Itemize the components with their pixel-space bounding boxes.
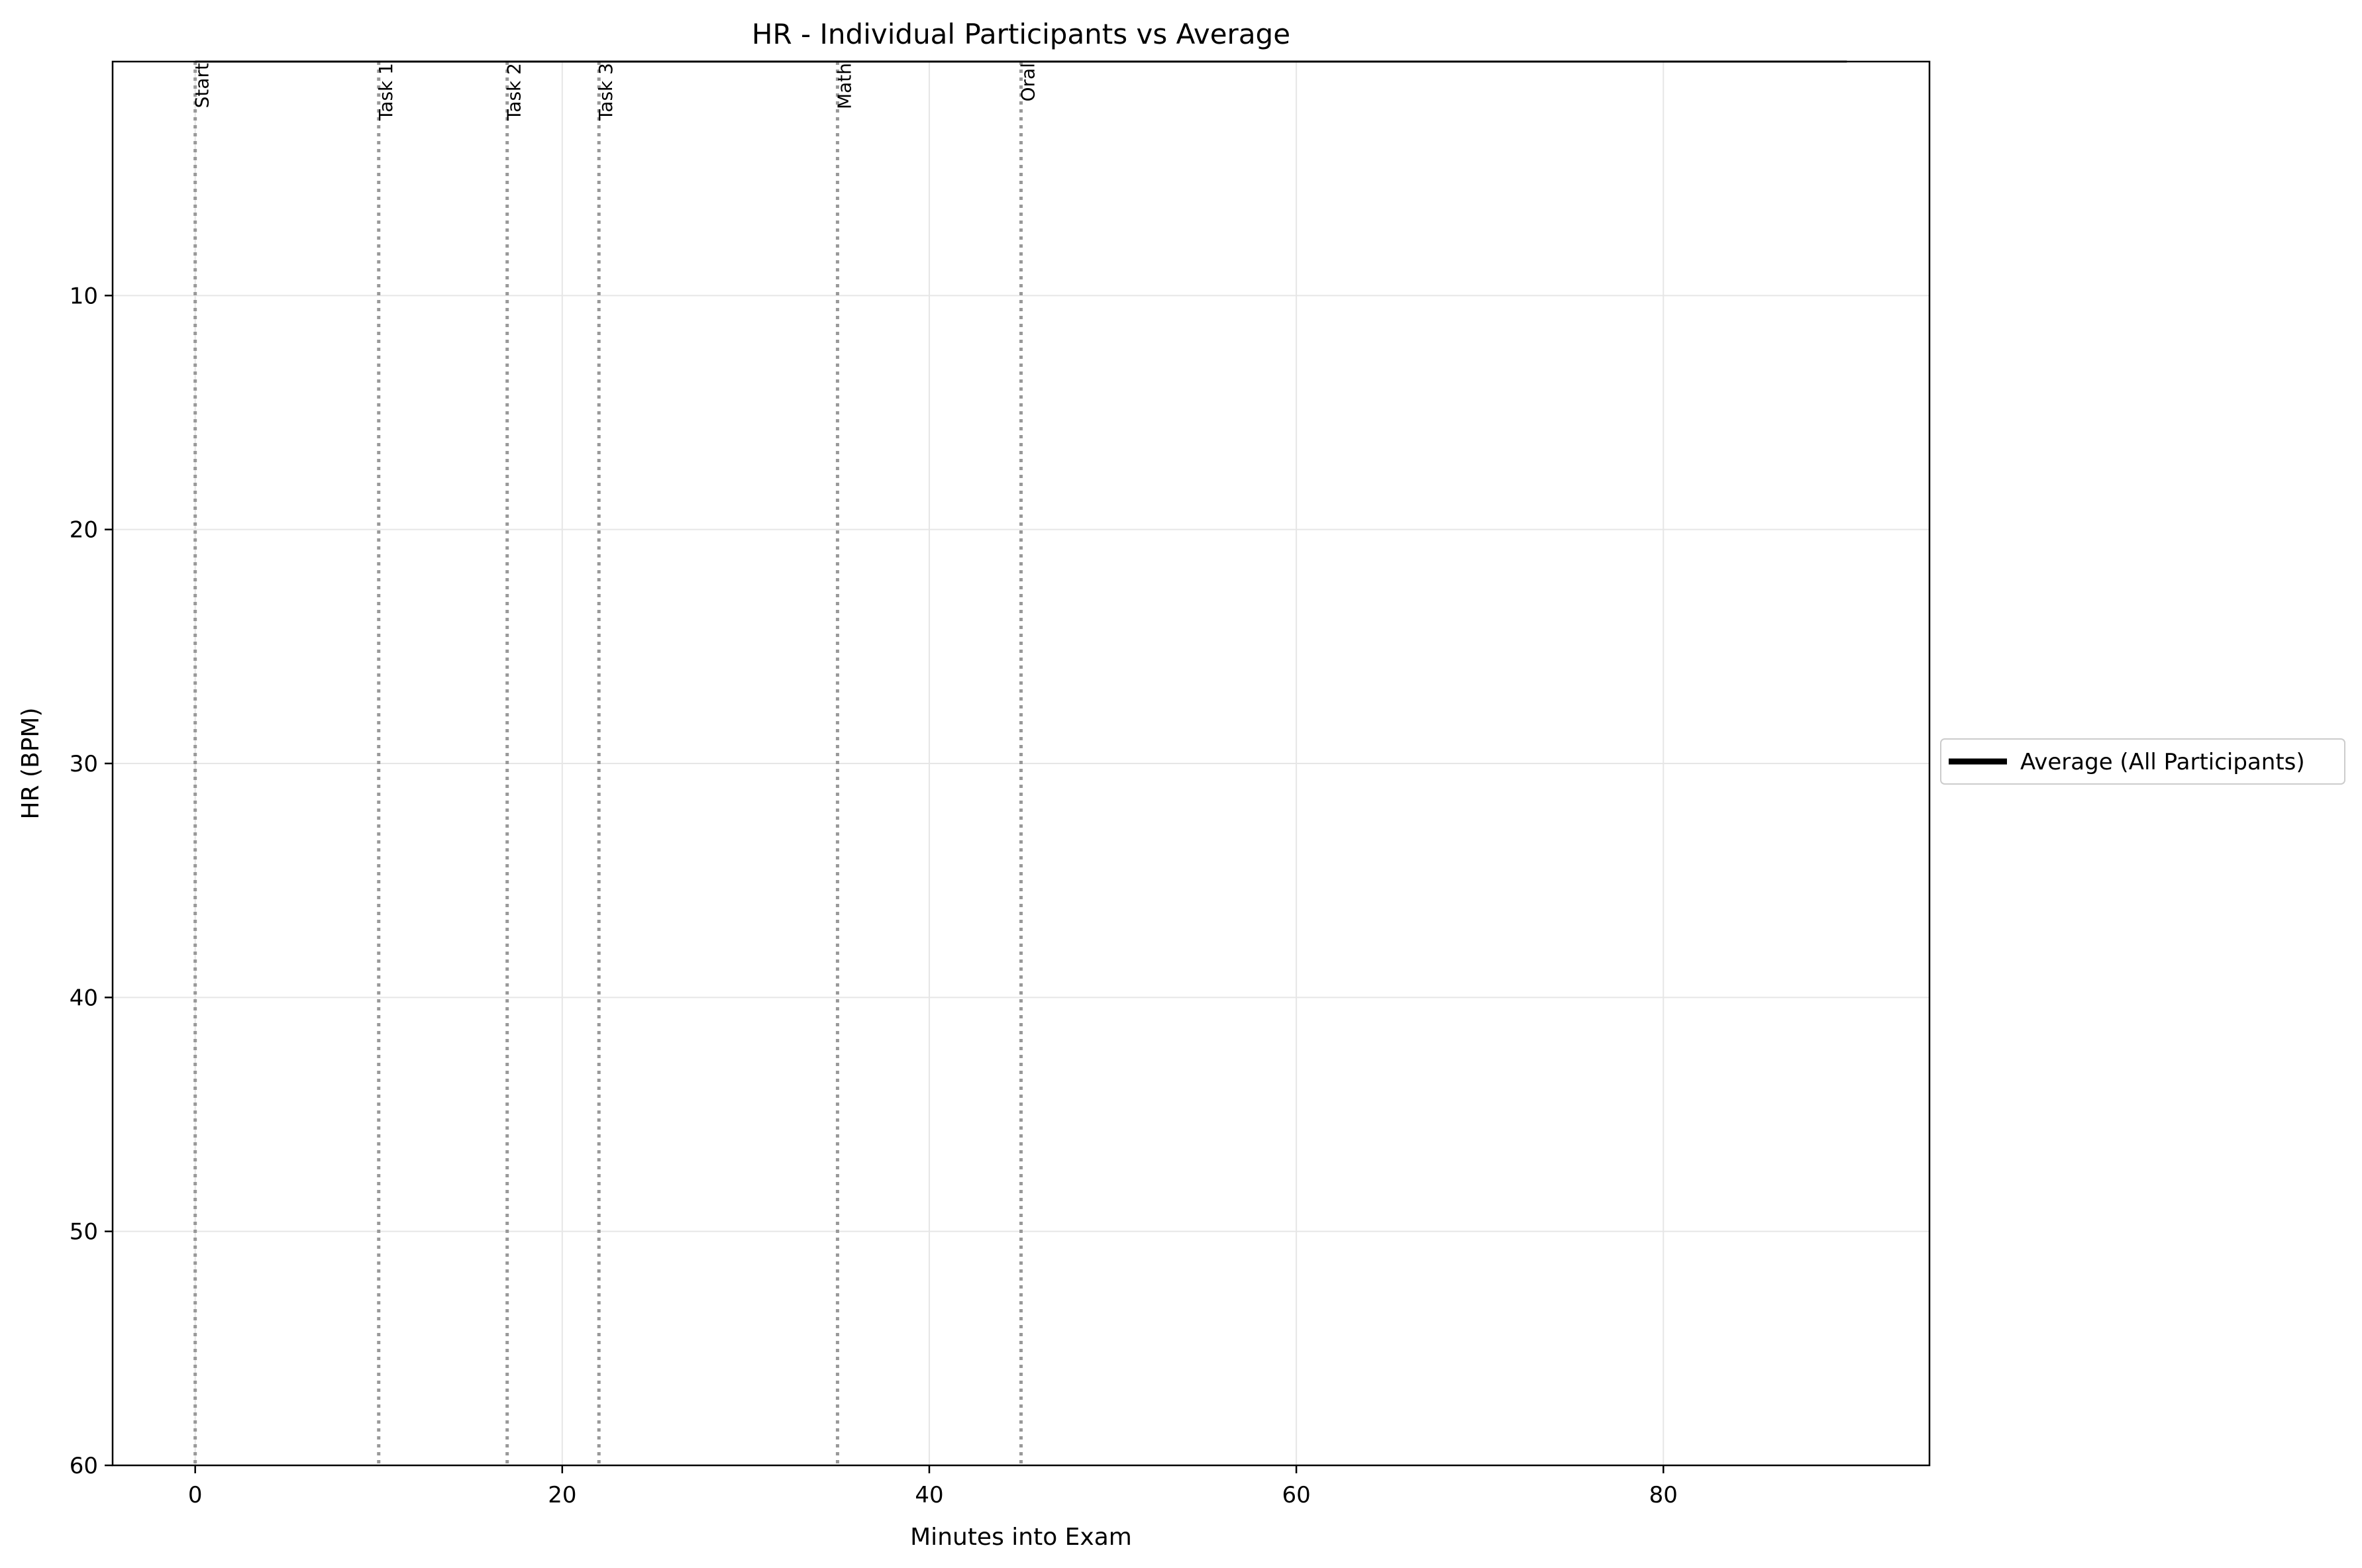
y-tick-label: 20 [70, 517, 98, 544]
event-label: Math [833, 63, 855, 109]
y-tick-label: 50 [70, 1219, 98, 1246]
event-label: Task 2 [503, 63, 525, 121]
event-markers: Start Task 1 Task 2 Task 3 Math Oral [191, 62, 1039, 1465]
x-tick-label: 40 [915, 1482, 943, 1508]
event-label: Task 3 [595, 63, 617, 121]
y-tick-label: 40 [70, 985, 98, 1011]
event-label: Oral [1017, 63, 1039, 102]
legend-box [1940, 738, 2345, 785]
x-axis-label: Minutes into Exam [910, 1524, 1132, 1551]
legend-label: Average (All Participants) [2020, 749, 2305, 775]
event-label: Task 1 [375, 63, 397, 121]
x-tick-label: 60 [1282, 1482, 1310, 1508]
legend: Average (All Participants) [1940, 738, 2345, 785]
y-tick-label: 10 [70, 283, 98, 309]
y-tick-label: 30 [70, 751, 98, 777]
x-tick-label: 0 [188, 1482, 203, 1508]
chart-title: HR - Individual Participants vs Average [752, 18, 1290, 50]
y-axis-label: HR (BPM) [17, 707, 44, 819]
y-tick-label: 60 [70, 1453, 98, 1479]
x-tick-label: 80 [1649, 1482, 1678, 1508]
event-label: Start [191, 63, 213, 108]
x-tick-label: 20 [548, 1482, 576, 1508]
ticks: 0 20 40 60 80 10 20 30 40 50 60 [70, 283, 1678, 1508]
